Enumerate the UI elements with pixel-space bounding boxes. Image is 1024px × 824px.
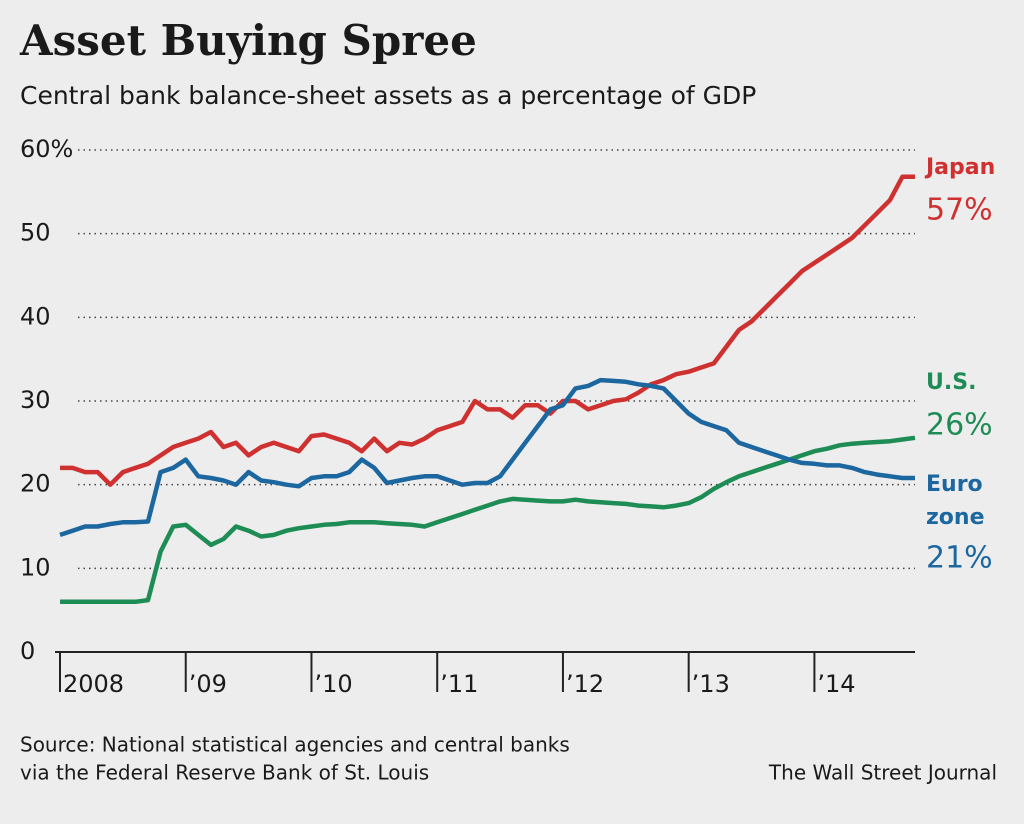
- y-tick-label: 60%: [20, 135, 73, 163]
- series-label: U.S.: [926, 370, 977, 395]
- value-label: 26%: [926, 408, 993, 443]
- x-tick-label: ’09: [189, 670, 227, 698]
- series-label: Euro zone: [926, 472, 985, 530]
- series-line: [59, 377, 915, 538]
- y-tick-label: 20: [20, 470, 51, 498]
- source-note: Source: National statistical agencies an…: [20, 733, 570, 757]
- y-tick-label: 0: [20, 637, 35, 665]
- x-tick-label: 2008: [63, 670, 124, 698]
- chart-subtitle: Central bank balance-sheet assets as a p…: [20, 81, 756, 110]
- chart-title: Asset Buying Spree: [19, 16, 477, 65]
- x-tick-label: ’14: [817, 670, 855, 698]
- series-line: [60, 174, 915, 487]
- credit: The Wall Street Journal: [768, 761, 997, 785]
- value-label: 57%: [926, 193, 993, 228]
- y-tick-label: 50: [20, 219, 51, 247]
- x-tick-label: ’10: [314, 670, 352, 698]
- x-tick-label: ’13: [692, 670, 730, 698]
- y-tick-label: 10: [20, 553, 51, 581]
- series-line: [60, 435, 916, 605]
- x-tick-label: ’11: [440, 670, 478, 698]
- x-tick-label: ’12: [566, 670, 604, 698]
- y-tick-label: 30: [20, 386, 51, 414]
- source-note: via the Federal Reserve Bank of St. Loui…: [20, 761, 429, 785]
- y-tick-label: 40: [20, 302, 51, 330]
- value-label: 21%: [926, 541, 993, 576]
- series-label: Japan: [926, 155, 996, 180]
